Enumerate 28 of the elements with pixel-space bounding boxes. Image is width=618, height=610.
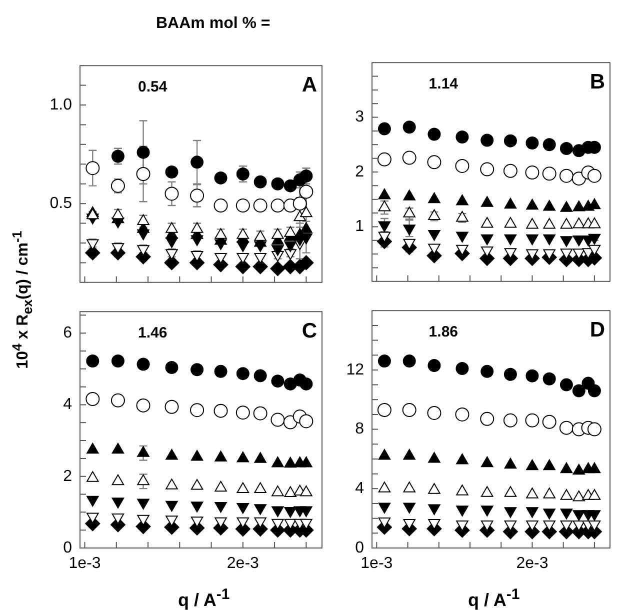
y-tick-label: 0 <box>355 539 364 556</box>
y-tick-label: 0 <box>63 539 72 556</box>
y-tick-label: 1 <box>355 218 364 236</box>
x-axis-title: q / A$^{-1}$ <box>178 586 230 610</box>
annotation: C <box>302 319 317 342</box>
y-tick-label: 4 <box>355 480 364 498</box>
annotation: B <box>590 70 605 94</box>
y-tick-label: 3 <box>355 108 364 126</box>
y-tick-label: 4 <box>63 396 72 414</box>
x-tick-label: 1e-3 <box>68 555 101 572</box>
x-tick-label: 2e-3 <box>516 555 548 572</box>
annotation: 1.14 <box>428 76 459 93</box>
y-tick-label: 0.5 <box>50 194 72 212</box>
chart-title: BAAm mol % = <box>156 15 270 33</box>
annotation: 1.86 <box>428 324 458 341</box>
y-tick-label: 6 <box>63 324 72 342</box>
y-tick-label: 2 <box>63 468 72 485</box>
y-tick-label: 1.0 <box>50 96 72 114</box>
y-tick-label: 12 <box>346 361 364 378</box>
annotation: 0.54 <box>138 78 168 96</box>
y-tick-label: 2 <box>355 163 364 180</box>
y-tick-label: 8 <box>355 420 364 438</box>
annotation: 1.46 <box>138 324 168 342</box>
annotation: A <box>302 73 317 96</box>
x-tick-label: 1e-3 <box>360 555 393 572</box>
x-tick-label: 2e-3 <box>226 555 260 572</box>
x-axis-title: q / A$^{-1}$ <box>468 586 520 610</box>
annotation: D <box>590 318 605 342</box>
